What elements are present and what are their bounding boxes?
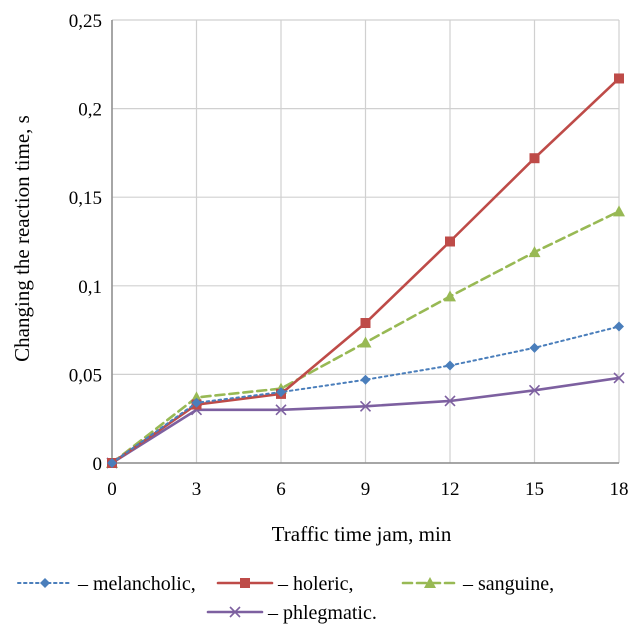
data-point [191, 397, 202, 408]
data-point [360, 374, 371, 385]
legend-entry: – phlegmatic. [206, 602, 377, 624]
x-tick-label: 6 [276, 479, 286, 500]
legend-marker [424, 577, 436, 588]
data-point [444, 395, 456, 407]
data-point [614, 73, 624, 84]
series-layer [106, 73, 625, 469]
data-point [529, 153, 540, 164]
y-tick-label: 0,2 [78, 100, 102, 121]
data-point [276, 387, 286, 398]
tick-labels: 0 0,05 0,1 0,15 0,2 0,25 0 3 6 9 12 15 18 [69, 11, 629, 500]
data-point [359, 336, 372, 348]
legend-entry: – sanguine, [401, 573, 554, 595]
gridlines [111, 19, 620, 464]
data-point [445, 236, 455, 247]
data-point [275, 404, 287, 416]
y-tick-label: 0,25 [69, 11, 102, 32]
x-tick-label: 9 [361, 479, 371, 500]
data-point [528, 384, 541, 396]
y-tick-label: 0,15 [69, 188, 102, 209]
series-0 [107, 321, 624, 468]
x-tick-label: 12 [441, 479, 460, 500]
legend-marker [229, 606, 241, 618]
legend-label: – melancholic, [77, 573, 196, 595]
legend-entry: – melancholic, [17, 573, 196, 595]
legend-entry: – holeric, [216, 573, 354, 595]
data-point [613, 205, 625, 217]
data-point [107, 458, 117, 468]
data-point [360, 318, 371, 329]
legend-marker [240, 578, 250, 588]
x-tick-label: 15 [525, 479, 544, 500]
data-point [528, 246, 541, 258]
legend-marker [40, 578, 50, 588]
y-tick-label: 0,05 [69, 365, 102, 386]
legend-label: – holeric, [277, 573, 354, 595]
y-tick-label: 0,1 [78, 277, 102, 298]
x-tick-label: 3 [192, 479, 202, 500]
data-point [359, 400, 372, 412]
x-axis-title: Traffic time jam, min [272, 522, 452, 546]
data-point [614, 321, 624, 332]
legend: – melancholic, – holeric, – sanguine, – phl… [17, 573, 554, 624]
data-point [444, 290, 456, 302]
data-point [445, 360, 455, 371]
legend-label: – sanguine, [462, 573, 554, 595]
data-point [613, 372, 625, 384]
x-tick-label: 18 [610, 479, 629, 500]
y-axis-title: Changing the reaction time, s [10, 115, 34, 362]
y-tick-label: 0 [93, 454, 103, 475]
legend-label: – phlegmatic. [267, 602, 377, 624]
axes [111, 20, 619, 464]
x-tick-label: 0 [107, 479, 117, 500]
data-point [529, 342, 540, 353]
